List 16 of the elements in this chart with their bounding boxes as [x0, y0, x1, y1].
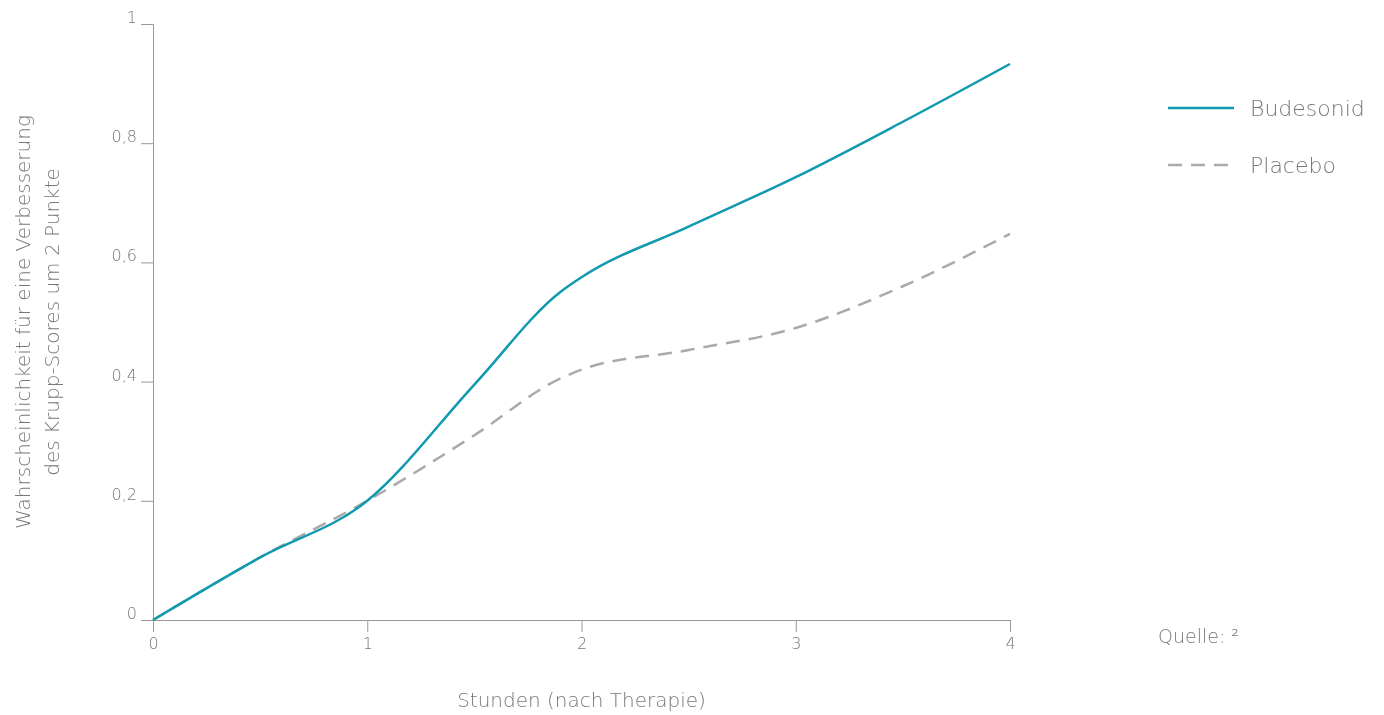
x-tick-label: 3 [791, 634, 802, 654]
y-tick-label: 0,4 [111, 365, 137, 385]
y-tick-label: 1 [126, 7, 137, 27]
y-axis-title: Wahrscheinlichkeit für eine Verbesserung des Krupp-Scores um 2 Punkte [11, 115, 64, 529]
source-note: Quelle: ² [1158, 625, 1239, 647]
x-tick-label: 4 [1005, 634, 1016, 654]
x-tick-label: 2 [576, 634, 588, 654]
y-tick-label: 0,2 [111, 484, 137, 504]
y-tick-label: 0 [126, 603, 137, 623]
x-axis-title: Stunden (nach Therapie) [457, 688, 706, 712]
legend-label: Budesonid [1250, 96, 1365, 121]
y-tick-label: 0,6 [111, 246, 137, 266]
legend-label: Placebo [1250, 153, 1336, 178]
x-tick-label: 0 [148, 634, 159, 654]
y-tick-label: 0,8 [111, 127, 137, 147]
x-tick-label: 1 [362, 634, 373, 654]
